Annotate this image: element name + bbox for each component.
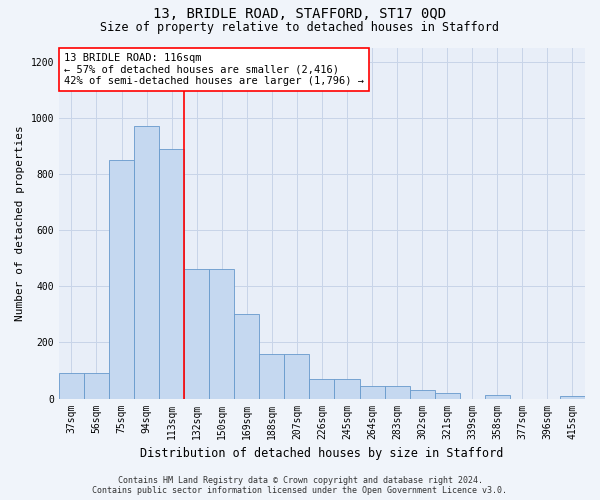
Bar bbox=[434, 393, 460, 398]
Bar bbox=[334, 380, 359, 398]
Bar bbox=[284, 354, 310, 399]
Y-axis label: Number of detached properties: Number of detached properties bbox=[15, 125, 25, 321]
Bar bbox=[209, 270, 234, 398]
Bar bbox=[485, 395, 510, 398]
Text: Size of property relative to detached houses in Stafford: Size of property relative to detached ho… bbox=[101, 21, 499, 34]
Text: 13, BRIDLE ROAD, STAFFORD, ST17 0QD: 13, BRIDLE ROAD, STAFFORD, ST17 0QD bbox=[154, 8, 446, 22]
Bar bbox=[84, 374, 109, 398]
Bar bbox=[359, 386, 385, 398]
Bar bbox=[410, 390, 434, 398]
Bar bbox=[234, 314, 259, 398]
Bar bbox=[310, 380, 334, 398]
X-axis label: Distribution of detached houses by size in Stafford: Distribution of detached houses by size … bbox=[140, 447, 503, 460]
Bar bbox=[560, 396, 585, 398]
Bar bbox=[385, 386, 410, 398]
Bar bbox=[134, 126, 159, 398]
Text: Contains HM Land Registry data © Crown copyright and database right 2024.
Contai: Contains HM Land Registry data © Crown c… bbox=[92, 476, 508, 495]
Bar bbox=[259, 354, 284, 399]
Bar bbox=[159, 148, 184, 398]
Bar bbox=[184, 270, 209, 398]
Bar bbox=[59, 374, 84, 398]
Bar bbox=[109, 160, 134, 398]
Text: 13 BRIDLE ROAD: 116sqm
← 57% of detached houses are smaller (2,416)
42% of semi-: 13 BRIDLE ROAD: 116sqm ← 57% of detached… bbox=[64, 53, 364, 86]
